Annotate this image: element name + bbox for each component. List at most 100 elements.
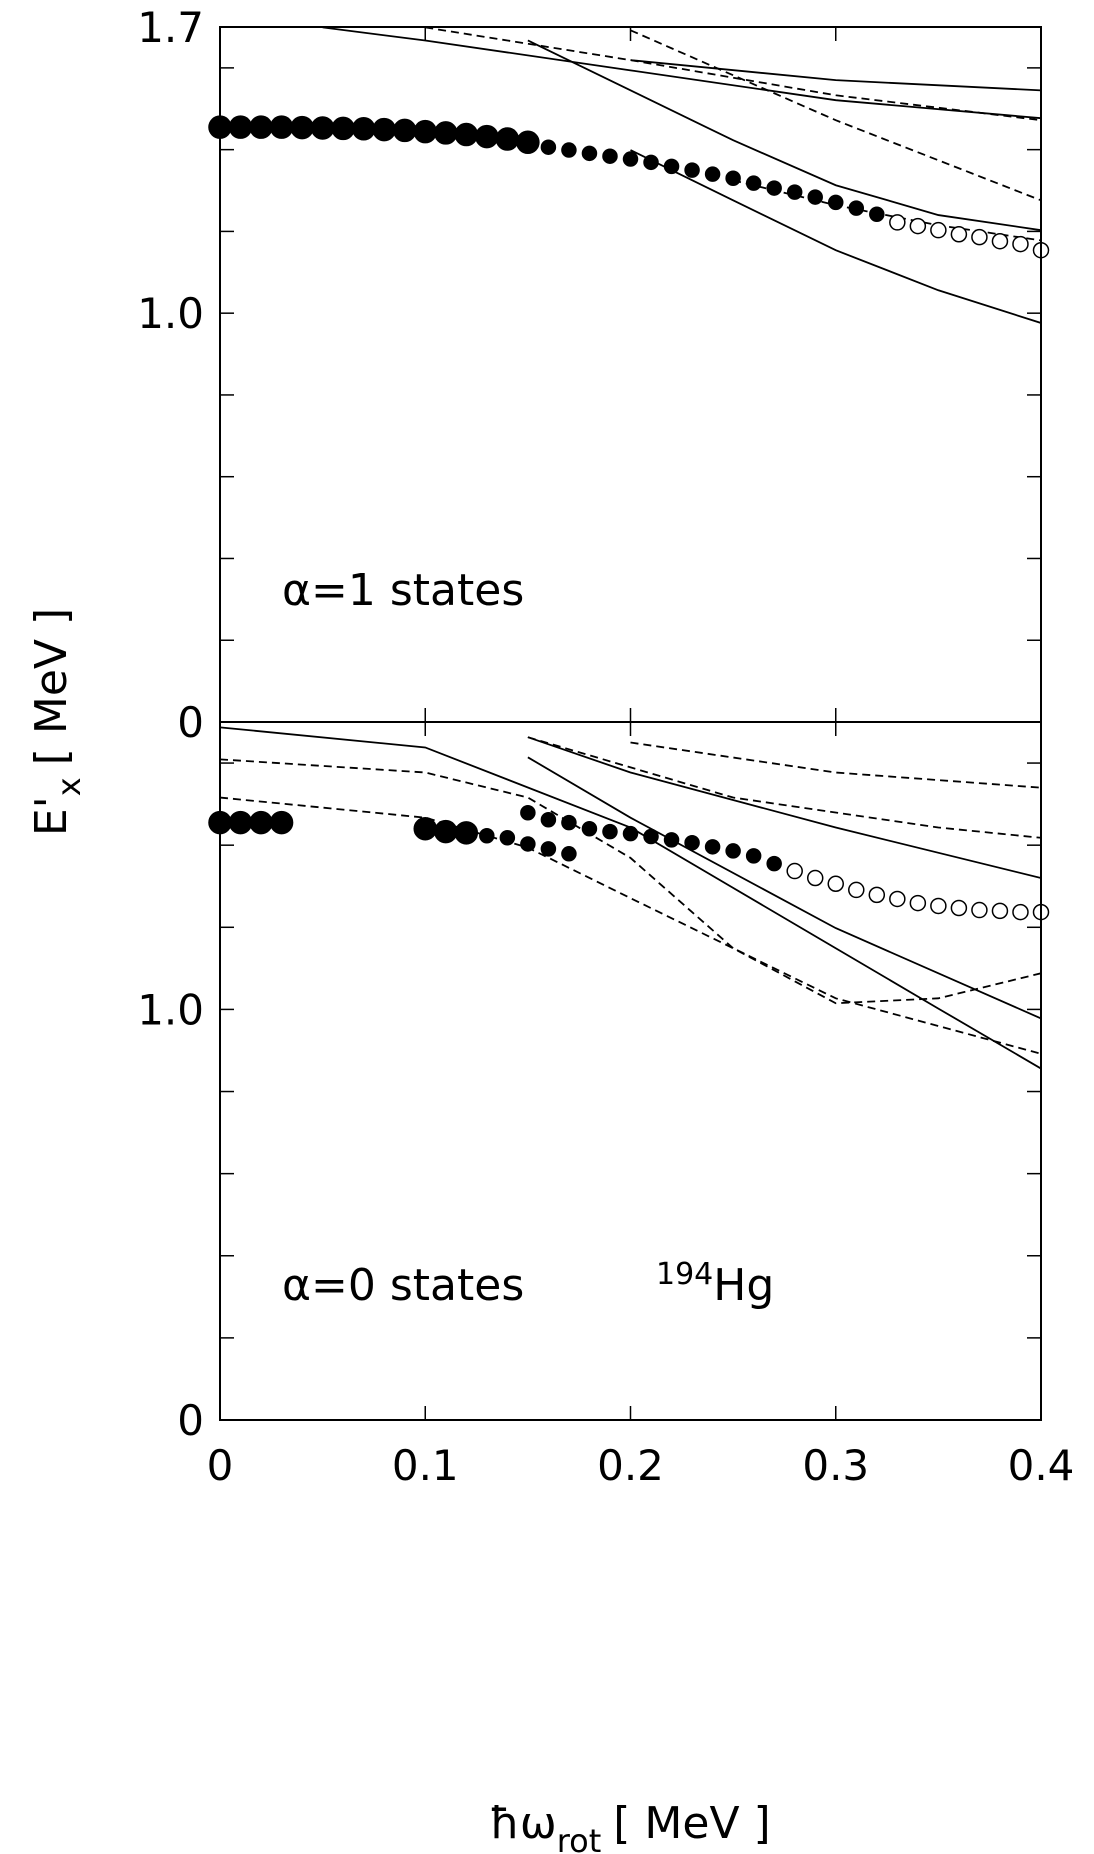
filled-point (479, 827, 495, 844)
filled-point (392, 118, 417, 143)
filled-point (643, 828, 659, 845)
curve (220, 796, 1041, 1055)
open-point (930, 221, 947, 239)
x-label-unit: [ MeV ] (613, 1798, 770, 1849)
nucleus-label: 194Hg (656, 1257, 774, 1311)
open-point (1012, 903, 1029, 921)
x-tick-label: 0.3 (802, 1441, 869, 1490)
curve (322, 27, 1041, 120)
filled-point (228, 810, 253, 835)
filled-point (499, 830, 516, 846)
filled-point (540, 811, 557, 828)
x-tick-label: 0.2 (597, 1441, 664, 1490)
filled-point (745, 175, 762, 191)
curve (527, 39, 1041, 232)
plot-area (220, 726, 1041, 1070)
curve (220, 726, 1041, 1070)
filled-point (643, 154, 659, 171)
filled-point (622, 151, 639, 167)
filled-point (602, 148, 618, 164)
open-point (991, 902, 1009, 920)
filled-point (413, 817, 437, 841)
open-point (971, 901, 988, 919)
curve (630, 741, 1041, 789)
annotation: α=0 states (282, 1260, 524, 1311)
curve (220, 758, 1041, 1005)
filled-point (516, 130, 540, 155)
filled-point (581, 145, 598, 162)
filled-point (351, 117, 376, 141)
y-tick-label: 0 (177, 1396, 204, 1445)
filled-point (249, 810, 273, 835)
open-point (991, 232, 1009, 250)
y-tick-label: 1.0 (137, 985, 204, 1034)
filled-point (766, 180, 782, 196)
filled-point (454, 122, 479, 147)
filled-point (561, 814, 577, 831)
open-point (950, 226, 968, 243)
filled-point (725, 170, 741, 187)
curve (732, 179, 1041, 242)
filled-point (249, 115, 273, 139)
filled-point (269, 115, 294, 139)
curve (527, 736, 1041, 839)
filled-point (786, 184, 803, 200)
x-tick-label: 0 (207, 1441, 234, 1490)
filled-point (766, 855, 782, 872)
filled-point (684, 162, 700, 178)
filled-point (454, 821, 479, 845)
filled-point (704, 166, 721, 182)
filled-point (372, 117, 396, 142)
y-label-main: E' (26, 796, 77, 836)
filled-point (848, 200, 865, 216)
filled-point (745, 848, 762, 864)
x-tick-label: 0.1 (392, 1441, 459, 1490)
filled-point (520, 836, 536, 852)
filled-point (310, 116, 335, 140)
nucleus-mass: 194 (656, 1257, 713, 1292)
x-tick-label: 0.4 (1008, 1441, 1075, 1490)
filled-point (434, 819, 458, 844)
open-point (930, 897, 947, 915)
filled-point (540, 841, 557, 857)
open-point (950, 899, 968, 917)
filled-point (663, 158, 680, 175)
filled-point (290, 115, 314, 140)
filled-point (520, 804, 536, 821)
y-label-sub: x (50, 777, 88, 796)
plot-area (322, 27, 1041, 324)
open-point (806, 869, 824, 887)
curve (630, 149, 1041, 324)
filled-point (475, 124, 499, 149)
y-label-unit: [ MeV ] (26, 608, 77, 765)
filled-point (581, 821, 598, 837)
curve (527, 756, 1041, 1020)
open-point (909, 894, 927, 912)
open-point (909, 217, 927, 235)
open-point (786, 862, 803, 880)
y-tick-label: 1.0 (137, 289, 204, 338)
open-point (1012, 235, 1029, 253)
filled-point (561, 142, 577, 158)
filled-point (725, 843, 741, 859)
curve (630, 29, 1041, 202)
x-label-main: ħω (489, 1798, 556, 1849)
open-point (827, 875, 844, 893)
filled-point (540, 139, 557, 155)
curve (527, 736, 1041, 879)
filled-point (828, 194, 844, 211)
open-point (889, 890, 906, 908)
filled-point (331, 116, 355, 141)
nucleus-symbol: Hg (713, 1260, 774, 1311)
y-tick-label: 0 (177, 698, 204, 747)
open-point (868, 886, 886, 904)
filled-point (495, 127, 520, 151)
y-axis-label: E'x [ MeV ] (26, 608, 88, 836)
filled-point (807, 189, 823, 205)
open-point (971, 228, 988, 246)
filled-point (869, 206, 885, 222)
y-tick-label: 1.7 (137, 3, 204, 52)
filled-point (663, 832, 680, 848)
annotation: α=1 states (282, 565, 524, 616)
